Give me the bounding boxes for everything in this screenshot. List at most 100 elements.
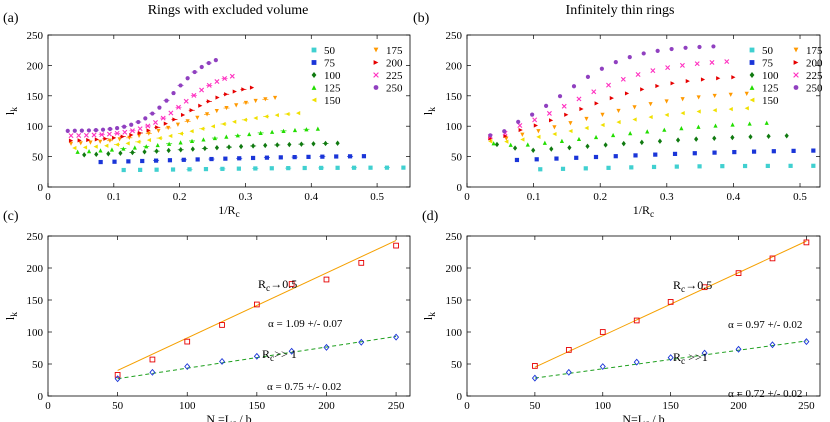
data-point-100 — [730, 134, 735, 141]
data-point-225 — [724, 59, 730, 65]
data-point-150 — [146, 137, 152, 143]
data-point-225 — [694, 61, 700, 67]
legend-label-75: 75 — [324, 58, 336, 70]
data-point-150 — [632, 117, 637, 122]
data-point-175 — [224, 105, 229, 111]
data-point-125 — [121, 146, 126, 151]
data-point-250 — [185, 76, 190, 81]
data-point-250 — [157, 105, 162, 110]
data-point-250 — [711, 44, 716, 49]
y-tick-label: 50 — [451, 152, 463, 164]
data-point-75 — [320, 154, 325, 159]
data-point-75 — [209, 156, 214, 162]
data-point-100 — [251, 143, 256, 149]
x-tick-label: 0.2 — [593, 191, 607, 203]
data-point-125 — [109, 147, 115, 152]
data-point-250 — [543, 103, 549, 108]
data-point-175 — [712, 93, 717, 99]
data-point-175 — [195, 115, 200, 120]
data-point-250 — [100, 127, 106, 132]
data-point-50 — [138, 167, 143, 172]
data-point-225 — [229, 73, 235, 79]
data-point-125 — [269, 129, 275, 134]
data-point-200 — [716, 76, 721, 81]
data-point-125 — [730, 122, 735, 127]
data-point-200 — [94, 137, 99, 142]
y-tick-label: 150 — [446, 91, 463, 103]
data-point-225 — [106, 131, 112, 137]
data-point — [667, 354, 674, 362]
data-point-150 — [285, 111, 290, 117]
data-point-75 — [278, 155, 283, 160]
data-point-200 — [655, 83, 660, 89]
legend-marker-125 — [749, 85, 755, 90]
data-point-75 — [514, 157, 520, 163]
data-point-225 — [532, 117, 538, 123]
legend-label-225: 225 — [806, 70, 823, 82]
data-point-75 — [791, 148, 796, 153]
data-point-125 — [75, 149, 80, 154]
plot-frame — [47, 34, 411, 188]
data-point-250 — [613, 60, 618, 65]
data-point-225 — [620, 76, 626, 82]
data-point-100 — [639, 139, 644, 146]
data-point-200 — [155, 125, 160, 130]
data-point-200 — [189, 108, 194, 113]
chart-panel-c: 0 50 100 150 200 250 0 50 100 150 200 250 lk N =Lc / … — [3, 231, 411, 422]
data-point-150 — [600, 122, 605, 128]
legend-marker-225 — [793, 72, 799, 78]
data-point — [803, 338, 810, 346]
data-point — [599, 329, 606, 335]
data-point-125 — [576, 136, 582, 142]
data-point-75 — [633, 153, 638, 158]
data-point-150 — [616, 120, 621, 125]
data-point-50 — [697, 164, 702, 169]
data-point-100 — [694, 136, 699, 142]
data-point-200 — [86, 137, 91, 143]
data-point-125 — [258, 130, 263, 135]
data-point-50 — [269, 166, 274, 171]
y-tick-label: 150 — [446, 295, 463, 307]
data-point-50 — [286, 166, 291, 171]
data-point-200 — [533, 123, 538, 128]
annotation-blue-alpha: α = 0.75 +/- 0.02 — [267, 381, 341, 393]
data-point-50 — [368, 165, 373, 170]
data-point-175 — [568, 121, 573, 126]
y-axis-label: lk — [3, 107, 20, 115]
data-point-100 — [621, 140, 626, 147]
x-tick-label: 0.2 — [173, 191, 187, 203]
data-point-150 — [136, 139, 141, 144]
legend-marker-125 — [311, 85, 317, 90]
data-point-200 — [609, 96, 614, 101]
data-point-100 — [238, 143, 244, 150]
data-point-250 — [669, 46, 674, 52]
data-point-50 — [583, 166, 588, 171]
data-point-125 — [645, 129, 650, 134]
data-point-225 — [591, 89, 597, 95]
data-point-175 — [584, 116, 589, 122]
data-point-225 — [650, 68, 656, 74]
legend-label-225: 225 — [386, 70, 403, 82]
panel-label-b: (b) — [413, 11, 430, 26]
data-point-125 — [132, 145, 137, 150]
data-point-125 — [679, 126, 684, 131]
data-point-50 — [811, 163, 816, 168]
data-point-175 — [166, 125, 171, 131]
data-point-150 — [744, 106, 749, 111]
data-point-175 — [214, 108, 219, 114]
data-point-125 — [525, 142, 530, 147]
data-point-225 — [222, 76, 228, 81]
x-tick-label: 150 — [249, 400, 266, 412]
data-point-100 — [275, 142, 280, 148]
legend-label-200: 200 — [386, 58, 403, 70]
data-point-175 — [664, 99, 669, 104]
x-tick-label: 0.1 — [107, 191, 121, 203]
data-point-75 — [347, 154, 353, 159]
data-point-175 — [600, 112, 605, 117]
data-point-75 — [811, 148, 816, 153]
x-tick-label: 0 — [45, 400, 51, 412]
data-point-250 — [150, 111, 155, 116]
data-point-100 — [603, 142, 608, 148]
